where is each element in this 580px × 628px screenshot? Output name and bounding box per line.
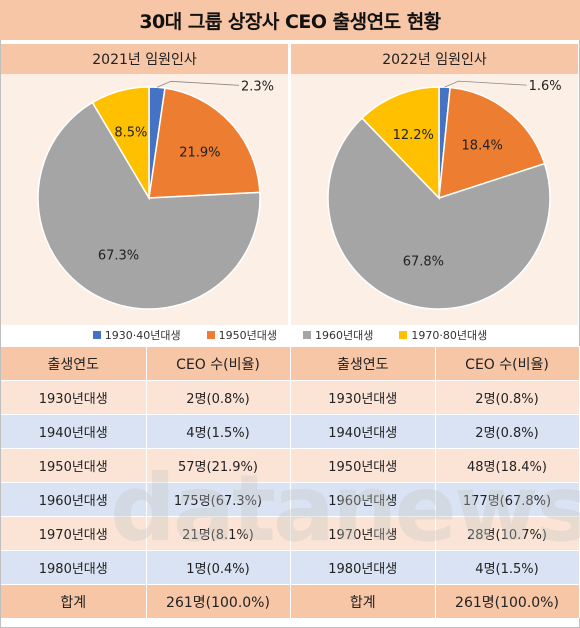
table-cell: 57명(21.9%)	[146, 448, 291, 483]
pie-panel-2022: 2022년 임원인사 1.6% 18.4% 67.8% 12.2%	[291, 44, 578, 325]
table-row: 1940년대생 4명(1.5%)	[1, 414, 291, 449]
table-cell: 1940년대생	[1, 414, 147, 449]
table-cell: 2명(0.8%)	[146, 380, 291, 415]
legend-label: 1930·40년대생	[104, 329, 181, 342]
legend-label: 1960년대생	[315, 329, 374, 342]
table-cell: 48명(18.4%)	[435, 448, 580, 483]
legend-label: 1950년대생	[218, 329, 277, 342]
table-row: 1960년대생 175명(67.3%)	[1, 482, 291, 517]
table-cell: 177명(67.8%)	[435, 482, 580, 517]
pie-slice	[438, 86, 546, 200]
pie-data-label: 67.8%	[403, 254, 444, 269]
table-row: 1970년대생 21명(8.1%)	[1, 516, 291, 551]
table-row: 1950년대생 48명(18.4%)	[291, 448, 580, 483]
table-cell: 4명(1.5%)	[146, 414, 291, 449]
table-row: 1980년대생 1명(0.4%)	[1, 550, 291, 585]
table-cell: 1930년대생	[1, 380, 147, 415]
table-header-row: 출생연도 CEO 수(비율)	[291, 346, 580, 381]
pie-data-label: 2.3%	[241, 79, 274, 94]
table-cell: 1930년대생	[291, 380, 436, 415]
table-cell: 1970년대생	[1, 516, 147, 551]
legend-swatch	[92, 331, 101, 339]
table-cell: 1960년대생	[1, 482, 147, 517]
table-cell: 1960년대생	[291, 482, 436, 517]
pie-title-2021: 2021년 임원인사	[1, 44, 288, 74]
header-cell: 출생연도	[1, 346, 147, 381]
legend-swatch	[206, 331, 215, 339]
table-row: 1980년대생 4명(1.5%)	[291, 550, 580, 585]
table-cell: 2명(0.8%)	[435, 380, 580, 415]
chart-legend: 1930·40년대생 1950년대생 1960년대생 1970·80년대생	[0, 325, 580, 345]
legend-swatch	[303, 331, 311, 339]
pie-chart-2022: 1.6% 18.4% 67.8% 12.2%	[327, 79, 562, 310]
legend-swatch	[399, 331, 408, 339]
pie-slice	[327, 116, 551, 310]
pie-data-label: 21.9%	[179, 146, 220, 161]
table-cell: 1940년대생	[291, 414, 436, 449]
table-cell: 4명(1.5%)	[435, 550, 580, 585]
header-cell: 출생연도	[291, 346, 436, 381]
table-cell: 1950년대생	[1, 448, 147, 483]
pie-data-label: 12.2%	[393, 128, 434, 143]
total-cell: 합계	[291, 584, 436, 618]
pie-panel-2021: 2021년 임원인사 2.3% 21.9% 67.3% 8.5%	[1, 44, 288, 325]
page-title: 30대 그룹 상장사 CEO 출생연도 현황	[0, 0, 580, 40]
table-total-row: 합계 261명(100.0%)	[1, 584, 291, 618]
pie-data-label: 67.3%	[98, 249, 139, 264]
table-cell: 1980년대생	[291, 550, 436, 585]
total-cell: 261명(100.0%)	[435, 584, 580, 618]
pie-title-2022: 2022년 임원인사	[291, 44, 578, 74]
table-row: 1930년대생 2명(0.8%)	[1, 380, 291, 415]
pie-slice	[91, 86, 150, 201]
legend-item: 1950년대생	[206, 327, 277, 343]
legend-label: 1970·80년대생	[411, 329, 488, 342]
pie-slice	[148, 87, 261, 199]
table-row: 1950년대생 57명(21.9%)	[1, 448, 291, 483]
label-leader-line	[156, 80, 240, 88]
pie-slice	[37, 101, 261, 310]
table-cell: 1명(0.4%)	[146, 550, 291, 585]
total-cell: 합계	[1, 584, 147, 618]
table-cell: 1950년대생	[291, 448, 436, 483]
legend-item: 1970·80년대생	[399, 327, 487, 343]
table-row: 1940년대생 2명(0.8%)	[291, 414, 580, 449]
table-total-row: 합계 261명(100.0%)	[291, 584, 580, 618]
legend-item: 1960년대생	[303, 327, 373, 343]
pie-data-label: 8.5%	[114, 126, 147, 141]
header-cell: CEO 수(비율)	[146, 346, 291, 381]
table-row: 1970년대생 28명(10.7%)	[291, 516, 580, 551]
table-cell: 28명(10.7%)	[435, 516, 580, 551]
table-row: 1930년대생 2명(0.8%)	[291, 380, 580, 415]
header-cell: CEO 수(비율)	[435, 346, 580, 381]
pie-chart-2021: 2.3% 21.9% 67.3% 8.5%	[37, 79, 274, 310]
pie-data-label: 18.4%	[462, 138, 503, 153]
total-cell: 261명(100.0%)	[146, 584, 291, 618]
pie-slice	[360, 86, 440, 200]
table-cell: 175명(67.3%)	[146, 482, 291, 517]
label-leader-line	[444, 80, 527, 88]
legend-item: 1930·40년대생	[92, 327, 181, 343]
table-cell: 2명(0.8%)	[435, 414, 580, 449]
ceo-table-2021: 출생연도 CEO 수(비율) 1930년대생 2명(0.8%) 1940년대생 …	[1, 346, 291, 618]
table-cell: 21명(8.1%)	[146, 516, 291, 551]
table-row: 1960년대생 177명(67.8%)	[291, 482, 580, 517]
table-cell: 1980년대생	[1, 550, 147, 585]
table-header-row: 출생연도 CEO 수(비율)	[1, 346, 291, 381]
table-cell: 1970년대생	[291, 516, 436, 551]
ceo-table-2022: 출생연도 CEO 수(비율) 1930년대생 2명(0.8%) 1940년대생 …	[291, 346, 580, 618]
pie-data-label: 1.6%	[529, 79, 562, 94]
